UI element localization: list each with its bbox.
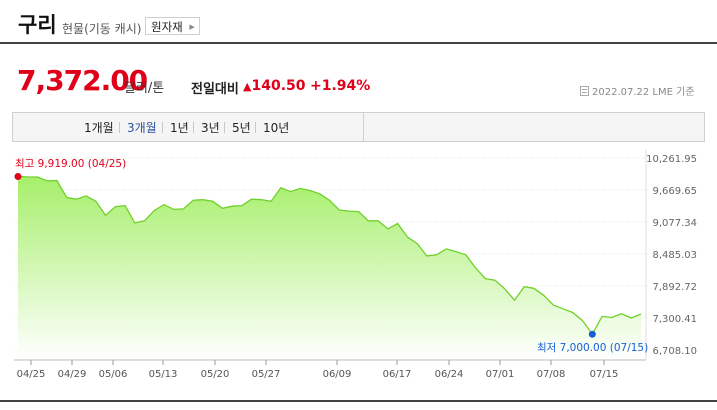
tab-separator xyxy=(162,122,163,133)
x-tick-label: 07/15 xyxy=(590,369,619,380)
header-bar: 구리 현물(기동 캐시) 원자재 ▶ xyxy=(0,0,717,44)
x-tick-label: 04/25 xyxy=(17,369,46,380)
quote-date: 2022.07.22 LME 기준 xyxy=(580,83,695,98)
price-area xyxy=(18,176,641,360)
x-tick-label: 07/08 xyxy=(537,369,566,380)
quote-date-text: 2022.07.22 LME 기준 xyxy=(592,87,695,98)
tab-3-months[interactable]: 3개월 xyxy=(127,121,157,135)
y-tick-label: 7,300.41 xyxy=(652,314,697,325)
tab-1-year[interactable]: 1년 xyxy=(170,121,189,135)
footer-divider xyxy=(0,400,717,402)
current-price: 7,372.00 xyxy=(17,64,148,97)
tab-separator xyxy=(224,122,225,133)
x-tick-label: 06/09 xyxy=(323,369,352,380)
min-point-marker xyxy=(588,330,596,338)
tab-10-years[interactable]: 10년 xyxy=(263,121,290,135)
tab-separator xyxy=(255,122,256,133)
price-change-percent: +1.94% xyxy=(310,78,371,94)
y-tick-label: 8,485.03 xyxy=(652,250,697,261)
category-button-label: 원자재 xyxy=(151,20,183,34)
x-tick-label: 05/27 xyxy=(252,369,281,380)
document-icon xyxy=(580,86,589,96)
price-change-value: 140.50 xyxy=(251,78,306,94)
price-line xyxy=(17,175,642,336)
y-tick-label: 7,892.72 xyxy=(652,282,697,293)
price-unit: 달러/톤 xyxy=(124,81,165,96)
x-tick-label: 06/24 xyxy=(435,369,464,380)
commodity-subtitle: 현물(기동 캐시) xyxy=(62,22,142,36)
commodity-title: 구리 xyxy=(18,13,57,37)
tab-3-years[interactable]: 3년 xyxy=(201,121,220,135)
tab-5-years[interactable]: 5년 xyxy=(232,121,251,135)
max-point-label: 최고 9,919.00 (04/25) xyxy=(15,158,126,170)
min-point-label: 최저 7,000.00 (07/15) xyxy=(537,342,648,354)
y-tick-label: 9,077.34 xyxy=(652,218,697,229)
period-tabs: 1개월 3개월 1년 3년 5년 10년 xyxy=(12,112,705,142)
tab-separator xyxy=(193,122,194,133)
tab-separator xyxy=(119,122,120,133)
x-tick-label: 05/20 xyxy=(201,369,230,380)
category-button[interactable]: 원자재 ▶ xyxy=(145,17,200,35)
x-tick-label: 04/29 xyxy=(58,369,87,380)
tab-1-month[interactable]: 1개월 xyxy=(84,121,114,135)
chevron-right-icon: ▶ xyxy=(189,23,195,31)
compare-label: 전일대비 xyxy=(191,82,239,97)
y-tick-label: 9,669.65 xyxy=(652,186,697,197)
tab-bar-divider xyxy=(363,113,364,141)
price-change: ▲140.50 xyxy=(243,78,306,94)
max-point-marker xyxy=(14,173,22,181)
y-tick-label: 10,261.95 xyxy=(646,154,697,165)
x-tick-label: 06/17 xyxy=(383,369,412,380)
x-tick-label: 05/13 xyxy=(149,369,178,380)
y-tick-label: 6,708.10 xyxy=(652,346,697,357)
x-tick-label: 05/06 xyxy=(99,369,128,380)
x-tick-label: 07/01 xyxy=(486,369,515,380)
up-arrow-icon: ▲ xyxy=(243,80,252,93)
